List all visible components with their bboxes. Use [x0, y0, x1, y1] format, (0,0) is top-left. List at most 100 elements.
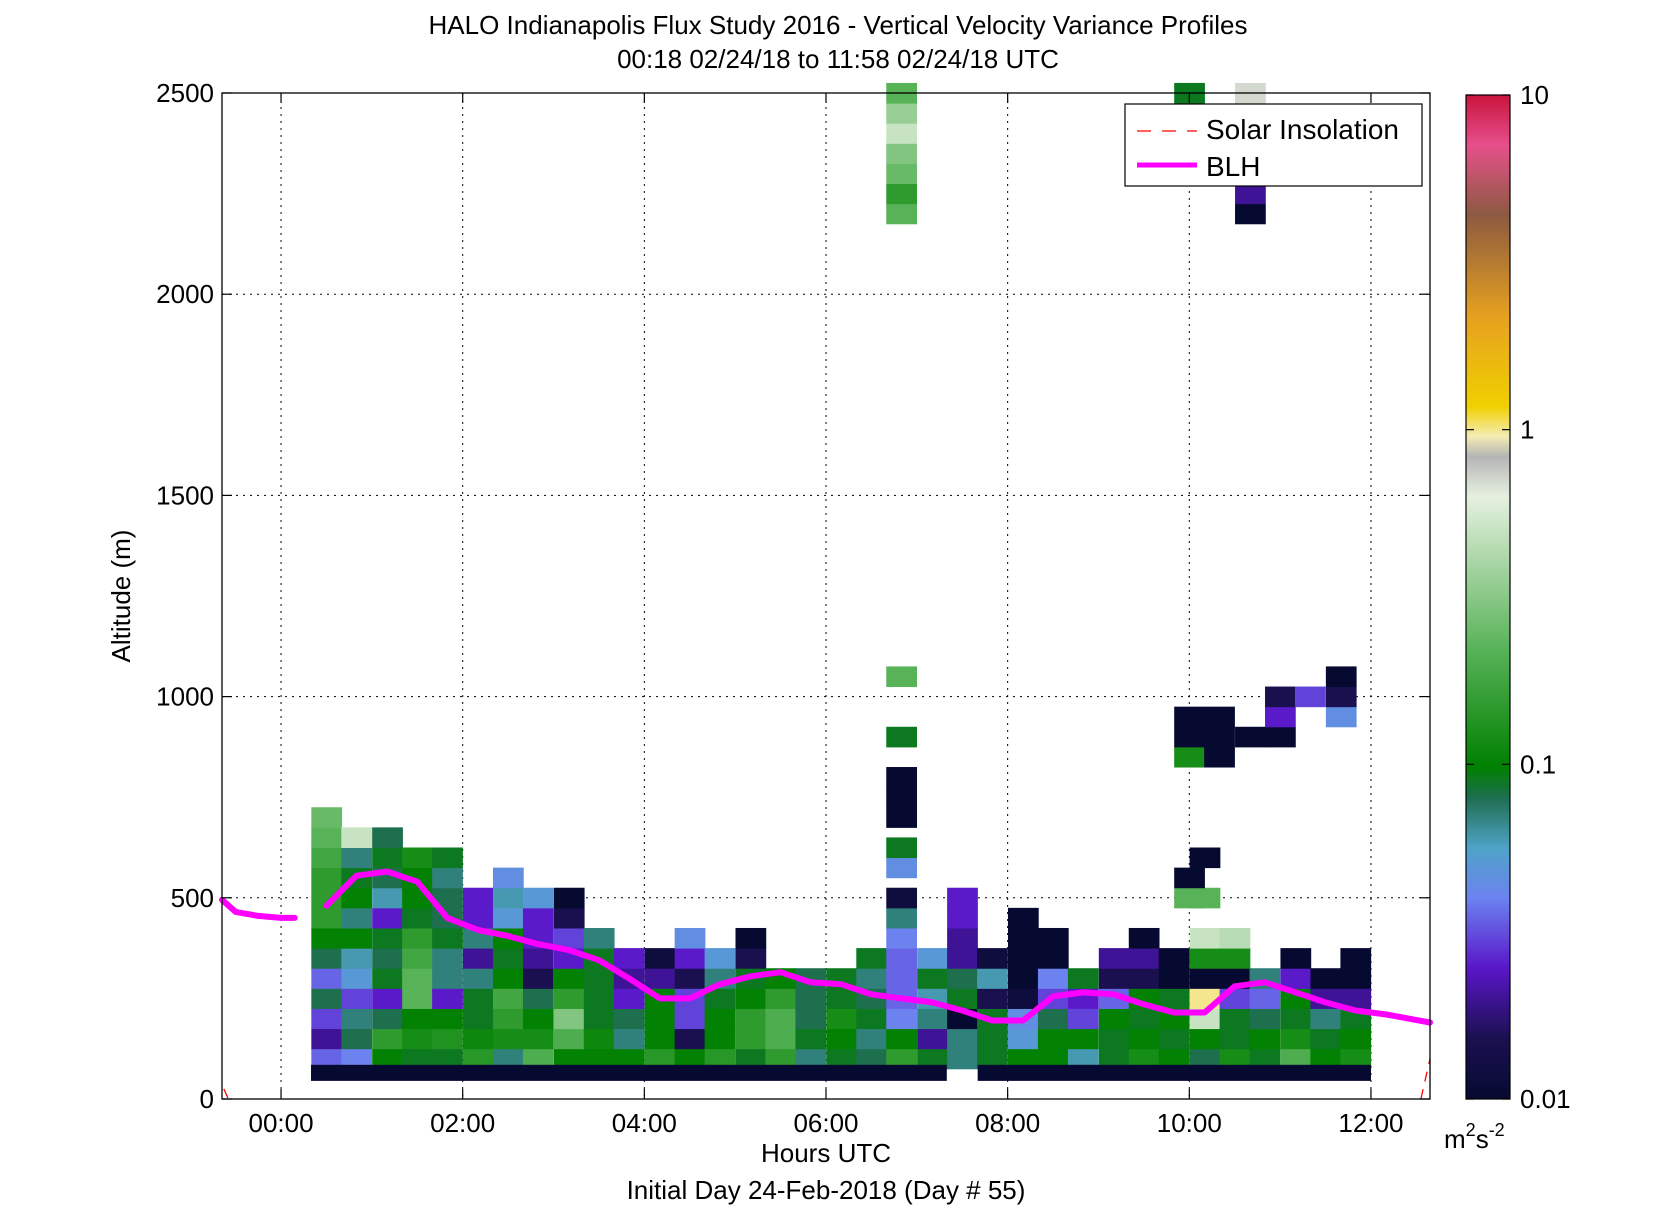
heatmap-cell — [463, 907, 494, 929]
heatmap-cell — [311, 948, 343, 969]
heatmap-cell — [886, 103, 918, 124]
heatmap-cell — [372, 948, 403, 969]
heatmap-cell — [613, 988, 645, 1009]
heatmap-cell — [463, 887, 494, 909]
x-tick-label: 08:00 — [975, 1108, 1040, 1138]
colorbar-tick-label: 10 — [1520, 80, 1549, 110]
y-tick-label: 1500 — [156, 480, 214, 510]
x-tick-label: 12:00 — [1338, 1108, 1403, 1138]
heatmap-cell — [977, 1048, 1008, 1070]
heatmap-cell — [432, 1048, 463, 1070]
heatmap-cell — [1067, 968, 1099, 989]
heatmap-cell — [492, 1008, 524, 1030]
heatmap-cell — [553, 887, 585, 909]
heatmap-cell — [492, 1028, 524, 1050]
heatmap-cell — [704, 988, 736, 1009]
heatmap-cell — [402, 1028, 433, 1050]
heatmap-cell — [522, 968, 554, 989]
heatmap-cell — [765, 1048, 797, 1070]
heatmap-cell — [311, 968, 343, 989]
heatmap-cell — [765, 988, 797, 1009]
heatmap-cell — [402, 1008, 433, 1030]
heatmap-cell — [1249, 1048, 1281, 1070]
x-tick-label: 10:00 — [1157, 1108, 1222, 1138]
heatmap-cell — [674, 968, 706, 989]
heatmap-cell — [826, 1008, 858, 1030]
heatmap-cell — [463, 1008, 494, 1030]
heatmap-cell — [553, 927, 585, 949]
heatmap-cell — [311, 1008, 343, 1030]
heatmap-cell — [1189, 847, 1221, 869]
surface-bar — [311, 1064, 947, 1081]
colorbar-units-base: m — [1444, 1124, 1466, 1154]
heatmap-cell — [341, 827, 373, 848]
heatmap-cell — [1037, 927, 1069, 949]
heatmap-cell — [1158, 1028, 1190, 1050]
heatmap-cell — [583, 988, 615, 1009]
heatmap-cell — [372, 887, 403, 909]
x-tick-label: 04:00 — [612, 1108, 677, 1138]
heatmap-cell — [553, 1048, 585, 1070]
heatmap-cell — [402, 968, 433, 989]
heatmap-cell — [644, 1028, 676, 1050]
heatmap-cell — [341, 887, 373, 909]
heatmap-cell — [886, 163, 918, 185]
heatmap-cell — [1174, 867, 1205, 889]
heatmap-cell — [886, 887, 918, 909]
heatmap-cell — [522, 1028, 554, 1050]
heatmap-cell — [826, 988, 858, 1009]
heatmap-cell — [583, 1008, 615, 1030]
heatmap-cell — [1340, 988, 1372, 1009]
heatmap-cell — [583, 1028, 615, 1050]
colorbar-units: m2s-2 — [1444, 1120, 1505, 1154]
heatmap-cell — [1189, 1048, 1221, 1070]
heatmap-cell — [1128, 948, 1160, 969]
colorbar-ticks: 0.01 0.1 1 10 — [1466, 80, 1571, 1114]
heatmap-cell — [1265, 686, 1296, 708]
y-axis-label: Altitude (m) — [106, 530, 136, 663]
heatmap-cell — [1280, 1028, 1312, 1050]
heatmap-cell — [1128, 1028, 1160, 1050]
x-tick-label: 02:00 — [430, 1108, 495, 1138]
heatmap-cell — [522, 907, 554, 929]
legend-blh-label: BLH — [1206, 151, 1260, 182]
chart-title-line1: HALO Indianapolis Flux Study 2016 - Vert… — [429, 10, 1248, 40]
heatmap-cell — [1189, 968, 1221, 989]
heatmap-cell — [1037, 1028, 1069, 1050]
heatmap-cell — [372, 907, 403, 929]
y-tick-label: 1000 — [156, 682, 214, 712]
heatmap-cell — [311, 927, 343, 949]
heatmap-cell — [613, 1008, 645, 1030]
heatmap-cell — [1249, 1008, 1281, 1030]
heatmap-cell — [1219, 1008, 1251, 1030]
heatmap-cell — [432, 948, 463, 969]
heatmap-cell — [372, 988, 403, 1009]
heatmap-cell — [1235, 203, 1266, 225]
heatmap-cell — [735, 988, 767, 1009]
heatmap-cell — [522, 988, 554, 1009]
heatmap-cell — [795, 1048, 827, 1070]
heatmap-cell — [1037, 968, 1069, 989]
heatmap-cell — [463, 968, 494, 989]
heatmap-cell — [522, 1008, 554, 1030]
heatmap-cell — [886, 183, 918, 205]
heatmap-cell — [1067, 1008, 1099, 1030]
heatmap-cell — [1280, 1048, 1312, 1070]
heatmap-cell — [1325, 666, 1357, 688]
heatmap-cell — [311, 807, 343, 828]
surface-bar — [977, 1064, 1371, 1081]
heatmap-cell — [826, 1028, 858, 1050]
legend-box — [1124, 103, 1423, 187]
heatmap-cell — [1007, 1048, 1039, 1070]
heatmap-cell — [1098, 1028, 1130, 1050]
heatmap-cell — [1007, 907, 1039, 929]
heatmap-cell — [402, 867, 433, 889]
heatmap-cell — [1310, 968, 1342, 989]
heatmap-cell — [917, 1048, 948, 1070]
x-tick-label: 06:00 — [793, 1108, 858, 1138]
heatmap-cell — [492, 887, 524, 909]
heatmap-cell — [886, 666, 918, 688]
heatmap-cell — [1265, 706, 1296, 728]
heatmap-cell — [1189, 948, 1221, 969]
heatmap-cell — [432, 847, 463, 869]
